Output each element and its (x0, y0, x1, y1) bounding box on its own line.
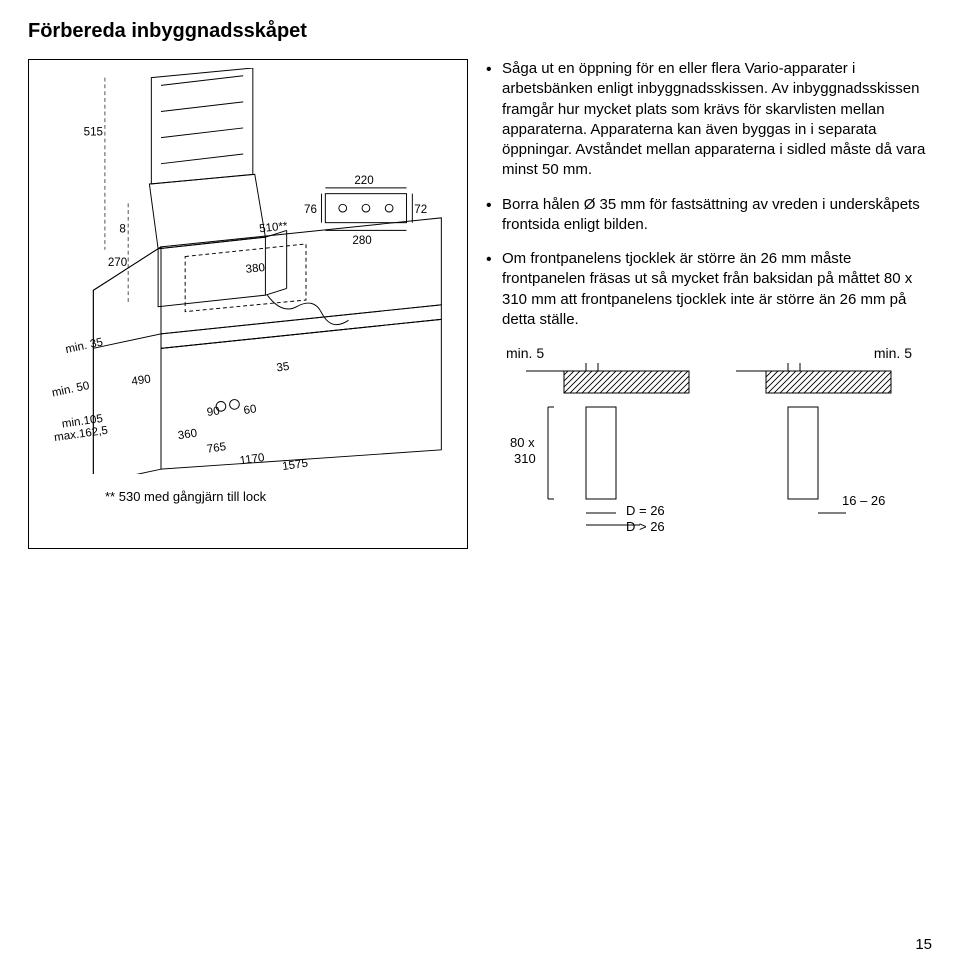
dim-515: 515 (84, 126, 103, 139)
dim-270: 270 (108, 256, 127, 269)
dim-280: 280 (352, 234, 371, 247)
dim-1575: 1575 (281, 457, 308, 473)
bullet-1: Såga ut en öppning för en eller flera Va… (486, 59, 932, 181)
dim-1170: 1170 (239, 451, 266, 467)
dim-80x: 80 x (510, 435, 535, 450)
dim-72: 72 (414, 203, 427, 216)
label-min5-left: min. 5 (506, 344, 544, 363)
dim-510: 510** (259, 219, 289, 235)
main-diagram-svg: 515 8 270 510** 380 220 76 72 280 min. 3… (35, 68, 461, 474)
dim-d-eq: D = 26 (626, 503, 665, 518)
dim-90: 90 (206, 404, 221, 419)
dim-60: 60 (243, 402, 258, 417)
dim-360: 360 (177, 427, 198, 443)
bullet-3: Om frontpanelens tjocklek är större än 2… (486, 249, 932, 330)
bullet-2: Borra hålen Ø 35 mm för fastsättning av … (486, 195, 932, 236)
main-diagram-box: 515 8 270 510** 380 220 76 72 280 min. 3… (28, 59, 468, 549)
dim-min50: min. 50 (51, 379, 91, 400)
side-section-svg: 80 x 310 D = 26 D > 26 16 – 26 (486, 363, 906, 543)
dim-310: 310 (514, 451, 536, 466)
dim-220: 220 (354, 174, 373, 187)
content-row: 515 8 270 510** 380 220 76 72 280 min. 3… (28, 59, 932, 549)
page-title: Förbereda inbyggnadsskåpet (28, 20, 932, 43)
right-column: Såga ut en öppning för en eller flera Va… (486, 59, 932, 549)
dim-min35: min. 35 (64, 335, 104, 356)
footnote: ** 530 med gångjärn till lock (105, 489, 461, 504)
page-number: 15 (915, 936, 932, 953)
label-min5-right: min. 5 (874, 344, 912, 363)
dim-35: 35 (276, 360, 291, 375)
dim-490: 490 (131, 372, 152, 388)
dim-76: 76 (304, 203, 317, 216)
dim-16-26: 16 – 26 (842, 493, 885, 508)
dim-765: 765 (206, 440, 227, 456)
dim-d-gt: D > 26 (626, 519, 665, 534)
dim-380: 380 (245, 261, 266, 276)
dim-8: 8 (119, 222, 125, 235)
